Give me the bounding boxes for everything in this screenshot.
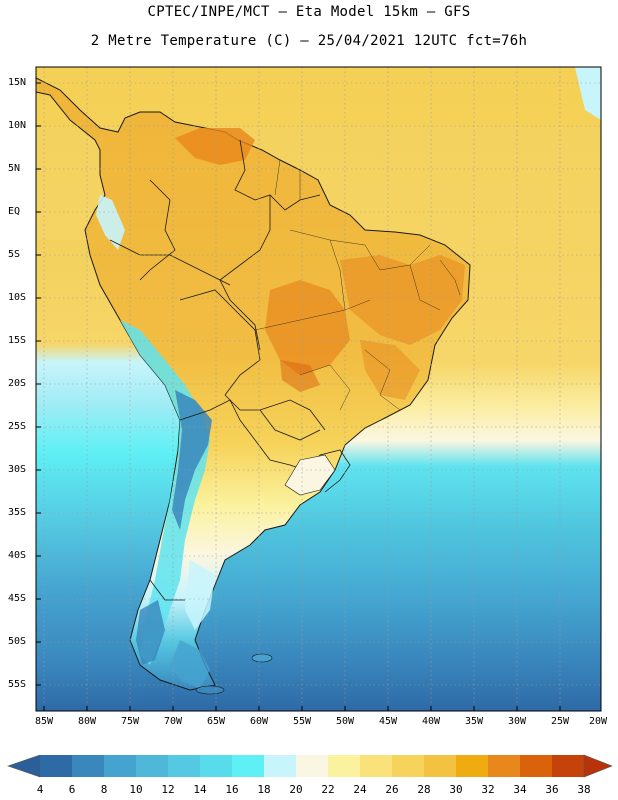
lat-label: 15N — [8, 77, 27, 88]
graticule — [36, 67, 601, 711]
colorbar-label: 32 — [481, 783, 495, 796]
colorbar-label: 10 — [129, 783, 143, 796]
map-title: CPTEC/INPE/MCT – Eta Model 15km – GFS — [147, 4, 471, 20]
colorbar-swatch — [264, 755, 296, 777]
lon-label: 60W — [249, 716, 269, 727]
colorbar-swatch — [104, 755, 136, 777]
lon-label: 25W — [550, 716, 570, 727]
lat-label: 15S — [8, 335, 27, 346]
lat-label: 10N — [8, 120, 27, 131]
lon-label: 50W — [335, 716, 355, 727]
lat-label: 40S — [8, 550, 27, 561]
colorbar-label: 24 — [353, 783, 367, 796]
lon-label: 35W — [464, 716, 484, 727]
colorbar-swatch — [488, 755, 520, 777]
colorbar-swatch — [360, 755, 392, 777]
colorbar-swatch — [328, 755, 360, 777]
colorbar-swatch — [72, 755, 104, 777]
colorbar-high-arrow — [583, 754, 613, 778]
lon-label: 40W — [421, 716, 441, 727]
lat-label: 30S — [8, 464, 27, 475]
lon-label: 45W — [378, 716, 398, 727]
colorbar-swatch — [456, 755, 488, 777]
colorbar-label: 22 — [321, 783, 335, 796]
lon-label: 65W — [206, 716, 226, 727]
colorbar — [7, 754, 613, 778]
lat-label: 50S — [8, 636, 27, 647]
map-frame — [35, 66, 602, 712]
colorbar-swatch — [136, 755, 168, 777]
colorbar-swatch — [552, 755, 584, 777]
country-borders — [109, 139, 351, 601]
colorbar-label: 28 — [417, 783, 431, 796]
lat-label: 5S — [8, 249, 21, 260]
lon-label: 70W — [163, 716, 183, 727]
colorbar-swatch — [296, 755, 328, 777]
colorbar-label: 30 — [449, 783, 463, 796]
colorbar-swatch — [232, 755, 264, 777]
colorbar-swatch — [168, 755, 200, 777]
colorbar-label: 18 — [257, 783, 271, 796]
lat-label: 35S — [8, 507, 27, 518]
colorbar-low-arrow — [7, 754, 41, 778]
lat-label: 5N — [8, 163, 21, 174]
lat-label: 55S — [8, 679, 27, 690]
lon-label: 20W — [588, 716, 608, 727]
colorbar-swatch — [424, 755, 456, 777]
lat-label: EQ — [8, 206, 21, 217]
colorbar-label: 6 — [68, 783, 76, 796]
colorbar-label: 4 — [36, 783, 44, 796]
colorbar-swatch — [200, 755, 232, 777]
lat-label: 10S — [8, 292, 27, 303]
lon-label: 30W — [507, 716, 527, 727]
lon-label: 80W — [77, 716, 97, 727]
colorbar-label: 36 — [545, 783, 559, 796]
map-subtitle: 2 Metre Temperature (C) – 25/04/2021 12U… — [90, 33, 528, 49]
colorbar-label: 16 — [225, 783, 239, 796]
colorbar-label: 14 — [193, 783, 207, 796]
colorbar-label: 26 — [385, 783, 399, 796]
colorbar-label: 20 — [289, 783, 303, 796]
colorbar-swatch — [40, 755, 72, 777]
colorbar-swatch — [520, 755, 552, 777]
lon-label: 75W — [120, 716, 140, 727]
colorbar-label: 8 — [100, 783, 108, 796]
colorbar-label: 38 — [577, 783, 591, 796]
lon-label: 55W — [292, 716, 312, 727]
colorbar-label: 12 — [161, 783, 175, 796]
lat-label: 20S — [8, 378, 27, 389]
lon-label: 85W — [34, 716, 54, 727]
lat-label: 25S — [8, 421, 27, 432]
lat-label: 45S — [8, 593, 27, 604]
colorbar-swatch — [392, 755, 424, 777]
colorbar-label: 34 — [513, 783, 527, 796]
